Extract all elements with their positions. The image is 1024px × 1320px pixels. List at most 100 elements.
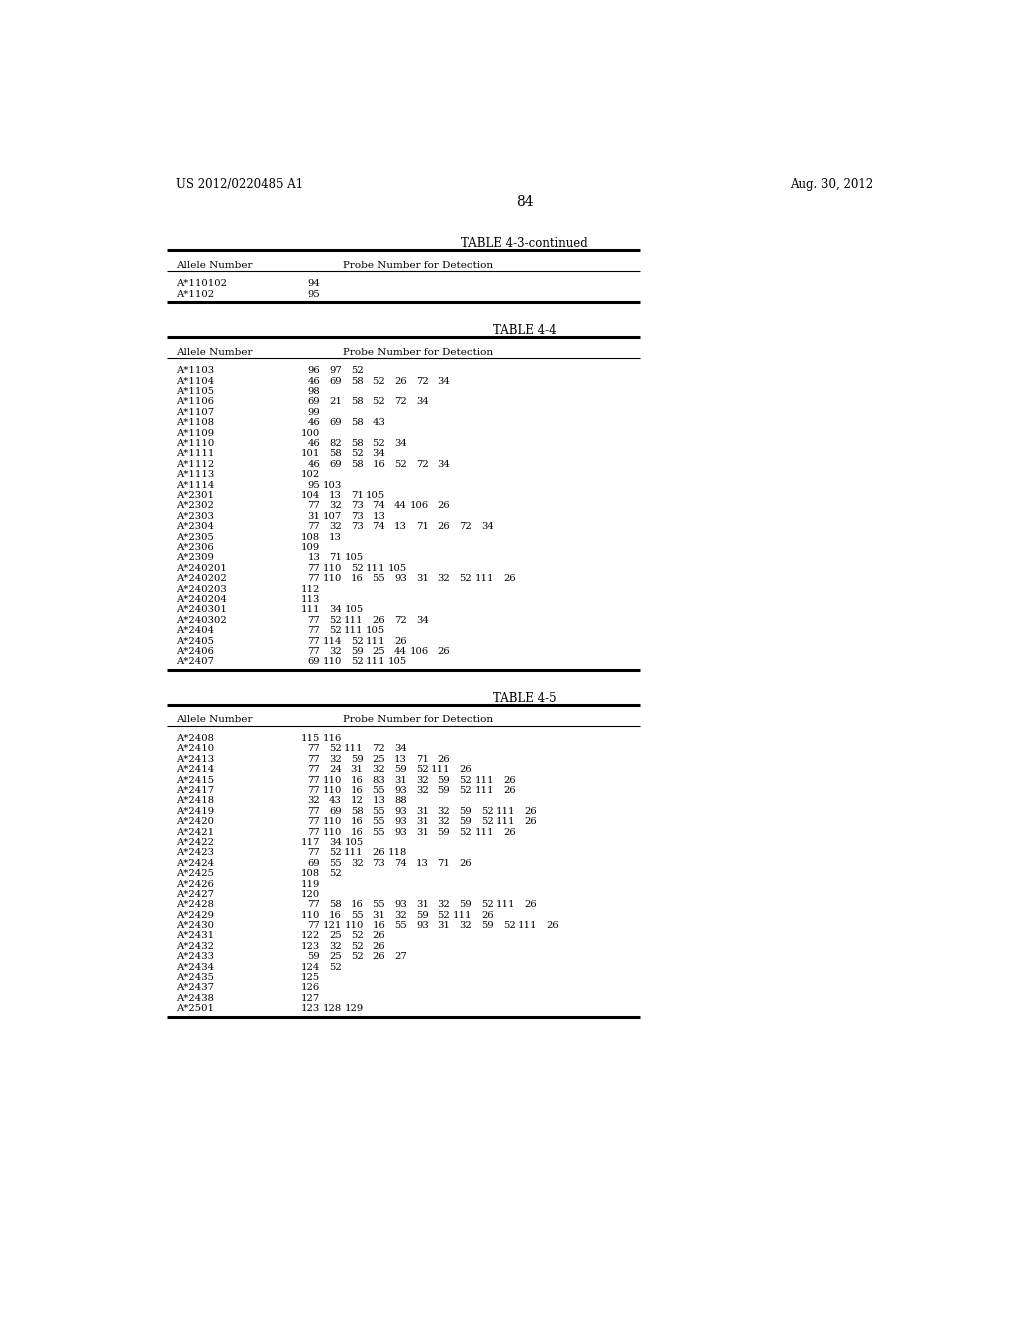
Text: 77: 77 xyxy=(307,744,321,754)
Text: 120: 120 xyxy=(301,890,321,899)
Text: TABLE 4-3-continued: TABLE 4-3-continued xyxy=(462,238,588,249)
Text: 32: 32 xyxy=(329,942,342,950)
Text: 77: 77 xyxy=(307,921,321,931)
Text: 123: 123 xyxy=(301,942,321,950)
Text: 110: 110 xyxy=(323,657,342,667)
Text: A*1107: A*1107 xyxy=(176,408,214,417)
Text: 46: 46 xyxy=(307,440,321,447)
Text: A*2404: A*2404 xyxy=(176,626,214,635)
Text: 59: 59 xyxy=(416,911,429,920)
Text: 93: 93 xyxy=(394,785,407,795)
Text: 111: 111 xyxy=(474,828,494,837)
Text: 26: 26 xyxy=(503,574,515,583)
Text: 26: 26 xyxy=(394,636,407,645)
Text: 69: 69 xyxy=(307,657,321,667)
Text: A*2432: A*2432 xyxy=(176,942,214,950)
Text: 111: 111 xyxy=(366,636,385,645)
Text: 16: 16 xyxy=(351,574,364,583)
Text: 69: 69 xyxy=(330,459,342,469)
Text: A*2438: A*2438 xyxy=(176,994,214,1003)
Text: 110: 110 xyxy=(323,574,342,583)
Text: 32: 32 xyxy=(351,859,364,867)
Text: 55: 55 xyxy=(329,859,342,867)
Text: 98: 98 xyxy=(307,387,321,396)
Text: 24: 24 xyxy=(329,766,342,774)
Text: 46: 46 xyxy=(307,376,321,385)
Text: A*2501: A*2501 xyxy=(176,1005,214,1014)
Text: 26: 26 xyxy=(438,755,451,764)
Text: 52: 52 xyxy=(460,828,472,837)
Text: 127: 127 xyxy=(301,994,321,1003)
Text: A*1104: A*1104 xyxy=(176,376,214,385)
Text: Probe Number for Detection: Probe Number for Detection xyxy=(343,715,494,725)
Text: 52: 52 xyxy=(460,574,472,583)
Text: 52: 52 xyxy=(351,657,364,667)
Text: 121: 121 xyxy=(323,921,342,931)
Text: 111: 111 xyxy=(344,849,364,857)
Text: 52: 52 xyxy=(329,962,342,972)
Text: A*2303: A*2303 xyxy=(176,512,214,521)
Text: 83: 83 xyxy=(373,776,385,784)
Text: 52: 52 xyxy=(329,744,342,754)
Text: 111: 111 xyxy=(518,921,538,931)
Text: 110: 110 xyxy=(301,911,321,920)
Text: A*2424: A*2424 xyxy=(176,859,214,867)
Text: A*2419: A*2419 xyxy=(176,807,214,816)
Text: A*1112: A*1112 xyxy=(176,459,214,469)
Text: 26: 26 xyxy=(503,776,515,784)
Text: 103: 103 xyxy=(323,480,342,490)
Text: Allele Number: Allele Number xyxy=(176,261,253,269)
Text: 26: 26 xyxy=(373,615,385,624)
Text: A*2425: A*2425 xyxy=(176,869,214,878)
Text: A*240204: A*240204 xyxy=(176,595,227,605)
Text: 26: 26 xyxy=(503,828,515,837)
Text: 93: 93 xyxy=(394,900,407,909)
Text: A*2437: A*2437 xyxy=(176,983,214,993)
Text: 110: 110 xyxy=(323,817,342,826)
Text: 26: 26 xyxy=(373,942,385,950)
Text: A*240302: A*240302 xyxy=(176,615,226,624)
Text: A*2408: A*2408 xyxy=(176,734,214,743)
Text: US 2012/0220485 A1: US 2012/0220485 A1 xyxy=(176,178,303,190)
Text: 32: 32 xyxy=(437,817,451,826)
Text: 111: 111 xyxy=(366,657,385,667)
Text: 111: 111 xyxy=(366,564,385,573)
Text: 107: 107 xyxy=(323,512,342,521)
Text: A*1103: A*1103 xyxy=(176,367,214,375)
Text: Aug. 30, 2012: Aug. 30, 2012 xyxy=(791,178,873,190)
Text: 26: 26 xyxy=(438,502,451,511)
Text: 26: 26 xyxy=(546,921,559,931)
Text: 123: 123 xyxy=(301,1005,321,1014)
Text: 52: 52 xyxy=(351,564,364,573)
Text: 46: 46 xyxy=(307,459,321,469)
Text: 77: 77 xyxy=(307,900,321,909)
Text: 52: 52 xyxy=(460,785,472,795)
Text: 128: 128 xyxy=(323,1005,342,1014)
Text: 32: 32 xyxy=(329,755,342,764)
Text: 25: 25 xyxy=(373,647,385,656)
Text: 32: 32 xyxy=(460,921,472,931)
Text: 52: 52 xyxy=(329,869,342,878)
Text: 105: 105 xyxy=(366,626,385,635)
Text: 55: 55 xyxy=(373,807,385,816)
Text: A*2414: A*2414 xyxy=(176,766,214,774)
Text: 110: 110 xyxy=(323,564,342,573)
Text: 52: 52 xyxy=(503,921,515,931)
Text: TABLE 4-4: TABLE 4-4 xyxy=(493,323,557,337)
Text: 59: 59 xyxy=(460,900,472,909)
Text: 129: 129 xyxy=(344,1005,364,1014)
Text: 77: 77 xyxy=(307,776,321,784)
Text: 93: 93 xyxy=(394,807,407,816)
Text: 32: 32 xyxy=(394,911,407,920)
Text: 52: 52 xyxy=(373,376,385,385)
Text: 112: 112 xyxy=(301,585,321,594)
Text: 25: 25 xyxy=(329,932,342,940)
Text: 77: 77 xyxy=(307,636,321,645)
Text: 55: 55 xyxy=(373,785,385,795)
Text: 26: 26 xyxy=(438,523,451,531)
Text: 95: 95 xyxy=(307,480,321,490)
Text: 52: 52 xyxy=(481,817,494,826)
Text: 74: 74 xyxy=(373,523,385,531)
Text: 16: 16 xyxy=(329,911,342,920)
Text: 52: 52 xyxy=(373,397,385,407)
